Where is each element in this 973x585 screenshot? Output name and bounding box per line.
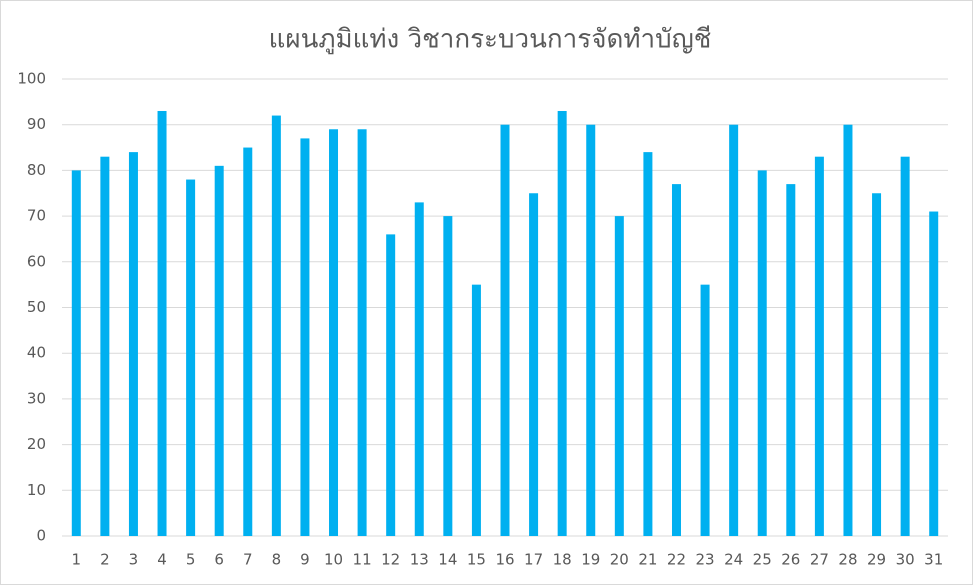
x-tick-label: 22 [667, 551, 686, 569]
x-tick-label: 26 [781, 551, 800, 569]
bar [414, 202, 424, 536]
x-tick-label: 28 [838, 551, 857, 569]
bar [100, 156, 110, 536]
chart-title: แผนภูมิแท่ง วิชากระบวนการจัดทำบัญชี [269, 25, 712, 55]
bar [71, 170, 81, 536]
x-tick-label: 2 [100, 551, 110, 569]
y-tick-label: 20 [27, 435, 46, 453]
bar [214, 165, 224, 536]
bar [643, 152, 653, 536]
x-tick-label: 21 [638, 551, 657, 569]
bar [614, 216, 624, 536]
y-tick-label: 100 [17, 70, 46, 88]
x-tick-label: 9 [300, 551, 310, 569]
x-tick-label: 6 [214, 551, 224, 569]
bar [443, 216, 453, 536]
bar [128, 152, 138, 536]
bar [671, 184, 681, 537]
bar [872, 193, 882, 536]
x-tick-label: 24 [724, 551, 743, 569]
x-tick-label: 16 [495, 551, 514, 569]
bar [500, 124, 510, 536]
bar [243, 147, 253, 537]
bar [843, 124, 853, 536]
x-tick-label: 30 [896, 551, 915, 569]
bar [757, 170, 767, 536]
y-tick-label: 50 [27, 298, 46, 316]
y-tick-label: 0 [36, 527, 46, 545]
bar [786, 184, 796, 537]
x-tick-label: 14 [438, 551, 457, 569]
bar [271, 115, 281, 536]
x-tick-label: 19 [581, 551, 600, 569]
x-tick-label: 10 [324, 551, 343, 569]
y-tick-label: 90 [27, 115, 46, 133]
bar [814, 156, 824, 536]
bar [386, 234, 396, 536]
bar [157, 110, 167, 537]
x-tick-label: 12 [381, 551, 400, 569]
bar [729, 124, 739, 536]
bar [557, 110, 567, 537]
y-tick-label: 10 [27, 481, 46, 499]
x-tick-label: 31 [924, 551, 943, 569]
y-tick-label: 60 [27, 252, 46, 270]
x-tick-label: 15 [467, 551, 486, 569]
y-tick-label: 30 [27, 389, 46, 407]
x-tick-label: 29 [867, 551, 886, 569]
bar [586, 124, 596, 536]
x-tick-label: 4 [157, 551, 167, 569]
x-tick-label: 3 [129, 551, 139, 569]
x-tick-label: 7 [243, 551, 253, 569]
bar [357, 129, 367, 536]
x-tick-label: 8 [272, 551, 282, 569]
bar [929, 211, 939, 536]
x-tick-label: 17 [524, 551, 543, 569]
x-tick-label: 20 [610, 551, 629, 569]
x-tick-label: 13 [410, 551, 429, 569]
bar [329, 129, 339, 536]
bar [186, 179, 196, 537]
bar [471, 284, 481, 536]
x-tick-label: 5 [186, 551, 196, 569]
x-tick-label: 25 [753, 551, 772, 569]
y-tick-label: 40 [27, 344, 46, 362]
x-tick-label: 11 [353, 551, 372, 569]
x-tick-label: 27 [810, 551, 829, 569]
x-tick-label: 18 [553, 551, 572, 569]
y-tick-label: 70 [27, 207, 46, 225]
bar [300, 138, 310, 536]
bar [900, 156, 910, 536]
bar [529, 193, 539, 536]
x-tick-label: 1 [72, 551, 82, 569]
y-tick-label: 80 [27, 161, 46, 179]
bar [700, 284, 710, 536]
x-tick-label: 23 [696, 551, 715, 569]
